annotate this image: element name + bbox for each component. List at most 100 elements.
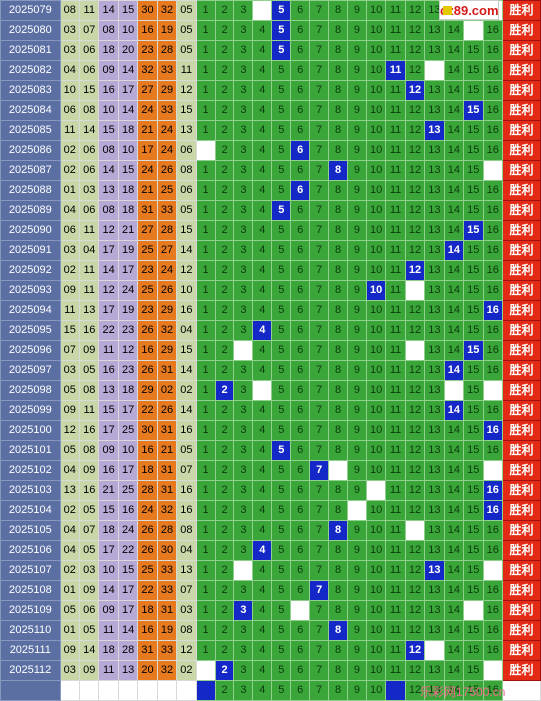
- trend-cell: 10: [365, 520, 387, 541]
- blue-ball-cell: 16: [176, 420, 197, 441]
- red-ball-cell: 09: [98, 60, 119, 81]
- table-row[interactable]: 2025088 01 03 13 18 21 25 06 1 2 3 4 5 6 7 8 9 10 11 12 13 14…: [0, 180, 541, 201]
- trend-cell: 7: [309, 280, 330, 301]
- trend-cell: 8: [328, 360, 349, 381]
- table-row[interactable]: 2025096 07 09 11 12 16 29 15 1 2 4 5 6 7 8 9 10 11 13 14 15 1…: [0, 340, 541, 361]
- table-row[interactable]: 2025083 10 15 16 17 27 29 12 1 2 3 4 5 6 7 8 9 10 11 12 13 14…: [0, 80, 541, 101]
- red-ball-cell: 08: [98, 200, 119, 221]
- table-row[interactable]: 2025089 04 06 08 18 31 33 05 1 2 3 4 5 6 7 8 9 10 11 12 13 14…: [0, 200, 541, 221]
- red-ball-cell: 12: [98, 280, 119, 301]
- trend-cell: 3: [233, 660, 254, 681]
- trend-cell: 11: [385, 440, 406, 461]
- table-row[interactable]: 2025080 03 07 08 10 16 19 05 1 2 3 4 5 6 7 8 9 10 11 12 13 14…: [0, 20, 541, 41]
- red-ball-cell: 11: [59, 300, 81, 321]
- trend-cell: 3: [233, 440, 254, 461]
- trend-cell: 13: [424, 220, 445, 241]
- trend-cell: 10: [365, 100, 387, 121]
- issue-number-cell: 2025083: [0, 80, 61, 101]
- trend-cell: 1: [195, 640, 216, 661]
- trend-cell: 13: [424, 140, 445, 161]
- trend-cell: 11: [385, 100, 406, 121]
- table-row[interactable]: 2025086 02 06 08 10 17 24 06 2 3 4 5 6 7 8 9 10 11 12 13 14 1…: [0, 140, 541, 161]
- trend-cell: 4: [252, 140, 273, 161]
- table-row[interactable]: 2025108 01 09 14 17 22 33 07 1 2 3 4 5 6 7 8 9 10 11 12 13 14…: [0, 580, 541, 601]
- table-row[interactable]: 2025104 02 05 15 16 24 32 16 1 2 3 4 5 6 7 8 10 11 12 13 14 1…: [0, 500, 541, 521]
- red-ball-cell: 11: [79, 400, 100, 421]
- trend-cell: 9: [347, 560, 367, 581]
- trend-cell: [482, 460, 503, 481]
- red-ball-cell: 18: [117, 380, 139, 401]
- table-row[interactable]: 2025112 03 09 11 13 20 32 02 2 3 4 5 6 7 8 9 10 11 12 13 14 1…: [0, 660, 541, 681]
- table-row[interactable]: 2025081 03 06 18 20 23 28 05 1 2 3 4 5 6 7 8 9 10 11 12 13 14…: [0, 40, 541, 61]
- trend-cell: 3: [233, 240, 254, 261]
- table-row[interactable]: 2025101 05 08 09 10 16 21 05 1 2 3 4 5 6 7 8 9 10 11 12 13 14…: [0, 440, 541, 461]
- table-row[interactable]: 2025093 09 11 12 24 25 26 10 1 2 3 4 5 6 7 8 9 10 11 13 14 15…: [0, 280, 541, 301]
- red-ball-cell: 22: [137, 400, 158, 421]
- table-row[interactable]: 2025090 06 11 12 21 27 28 15 1 2 3 4 5 6 7 8 9 10 11 12 13 14…: [0, 220, 541, 241]
- site-logo[interactable]: cz89.com: [439, 0, 499, 20]
- red-ball-cell: 06: [79, 40, 100, 61]
- trend-cell: 6: [290, 500, 311, 521]
- trend-cell: 7: [309, 160, 330, 181]
- table-row[interactable]: 2025107 02 03 10 15 25 33 13 1 2 4 5 6 7 8 9 10 11 12 13 14 1…: [0, 560, 541, 581]
- table-row[interactable]: 2025110 01 05 11 14 16 19 08 1 2 3 4 5 6 7 8 9 10 11 12 13 14…: [0, 620, 541, 641]
- trend-cell: 9: [347, 180, 367, 201]
- issue-number-cell: 2025111: [0, 640, 61, 661]
- red-ball-cell: 24: [156, 140, 178, 161]
- red-ball-cell: 32: [156, 0, 178, 21]
- red-ball-cell: 03: [79, 180, 100, 201]
- win-badge: 胜利: [501, 600, 541, 621]
- trend-cell: 15: [463, 460, 484, 481]
- table-row[interactable]: 2025102 04 09 16 17 18 31 07 1 2 3 4 5 6 7 9 10 11 12 13 14 1…: [0, 460, 541, 481]
- table-row[interactable]: 2025106 04 05 17 22 26 30 04 1 2 3 4 5 6 7 8 9 10 11 12 13 14…: [0, 540, 541, 561]
- trend-cell: 4: [252, 60, 273, 81]
- table-row[interactable]: 2025095 15 16 22 23 26 32 04 1 2 3 4 5 6 7 8 9 10 11 12 13 14…: [0, 320, 541, 341]
- trend-cell: 14: [443, 580, 465, 601]
- table-row[interactable]: 2025092 02 11 14 17 23 24 12 1 2 3 4 5 6 7 8 9 10 11 12 13 14…: [0, 260, 541, 281]
- trend-cell: 10: [365, 340, 387, 361]
- trend-cell: 15: [463, 240, 484, 261]
- trend-cell: 9: [347, 600, 367, 621]
- table-row[interactable]: 2025085 11 14 15 18 21 24 13 1 2 3 4 5 6 7 8 9 10 11 12 13 14…: [0, 120, 541, 141]
- table-row[interactable]: 2 3 4 5 6 7 8 9 10 12 13 14 15 16: [0, 680, 541, 701]
- trend-cell: 5: [271, 220, 292, 241]
- table-row[interactable]: 2025087 02 06 14 15 24 26 08 1 2 3 4 5 6 7 8 9 10 11 12 13 14…: [0, 160, 541, 181]
- table-row[interactable]: 2025105 04 07 18 24 26 28 08 1 2 3 4 5 6 7 8 9 10 11 13 14 15…: [0, 520, 541, 541]
- trend-cell: 13: [424, 400, 445, 421]
- issue-number-cell: 2025094: [0, 300, 61, 321]
- table-row[interactable]: 2025094 11 13 17 19 23 29 16 1 2 3 4 5 6 7 8 9 10 11 12 13 14…: [0, 300, 541, 321]
- trend-cell: [195, 680, 216, 701]
- trend-cell: 10: [365, 320, 387, 341]
- trend-cell: 13: [424, 100, 445, 121]
- red-ball-cell: 16: [137, 620, 158, 641]
- trend-cell: 5: [271, 160, 292, 181]
- red-ball-cell: 24: [137, 100, 158, 121]
- red-ball-cell: 17: [117, 580, 139, 601]
- red-ball-cell: 14: [98, 0, 119, 21]
- table-row[interactable]: 2025098 05 08 13 18 29 02 02 1 2 3 5 6 7 8 9 10 11 12 13 15 胜…: [0, 380, 541, 401]
- issue-number-cell: 2025110: [0, 620, 61, 641]
- table-row[interactable]: 2025103 13 16 21 25 28 31 16 1 2 3 4 5 6 7 8 9 11 12 13 14 15…: [0, 480, 541, 501]
- win-badge: 胜利: [501, 540, 541, 561]
- trend-cell: 2: [214, 40, 235, 61]
- table-row[interactable]: 2025111 09 14 18 28 31 33 12 1 2 3 4 5 6 7 8 9 10 11 12 14 15…: [0, 640, 541, 661]
- table-row[interactable]: 2025082 04 06 09 14 32 33 11 1 2 3 4 5 6 7 8 9 10 11 12 14 15…: [0, 60, 541, 81]
- trend-cell: [482, 380, 503, 401]
- red-ball-cell: 31: [156, 420, 178, 441]
- table-row[interactable]: 2025097 03 05 16 23 26 31 14 1 2 3 4 5 6 7 8 9 10 11 12 13 14…: [0, 360, 541, 381]
- trend-cell: 10: [365, 580, 387, 601]
- trend-cell: 14: [443, 280, 465, 301]
- trend-cell: 9: [347, 360, 367, 381]
- table-row[interactable]: 2025109 05 06 09 17 18 31 03 1 2 3 4 5 7 8 9 10 11 12 13 14 1…: [0, 600, 541, 621]
- trend-cell: 3: [233, 380, 254, 401]
- table-row[interactable]: 2025084 06 08 10 14 24 33 15 1 2 3 4 5 6 7 8 9 10 11 12 13 14…: [0, 100, 541, 121]
- blue-ball-cell: 07: [176, 460, 197, 481]
- red-ball-cell: 04: [59, 520, 81, 541]
- trend-cell: 15: [463, 180, 484, 201]
- table-row[interactable]: 2025099 09 11 15 17 22 26 14 1 2 3 4 5 6 7 8 9 10 11 12 13 14…: [0, 400, 541, 421]
- trend-cell: 1: [195, 600, 216, 621]
- table-row[interactable]: 2025091 03 04 17 19 25 27 14 1 2 3 4 5 6 7 8 9 10 11 12 13 14…: [0, 240, 541, 261]
- win-badge: 胜利: [501, 380, 541, 401]
- red-ball-cell: 27: [137, 80, 158, 101]
- table-row[interactable]: 2025100 12 16 17 25 30 31 16 1 2 3 4 5 6 7 8 9 10 11 12 13 14…: [0, 420, 541, 441]
